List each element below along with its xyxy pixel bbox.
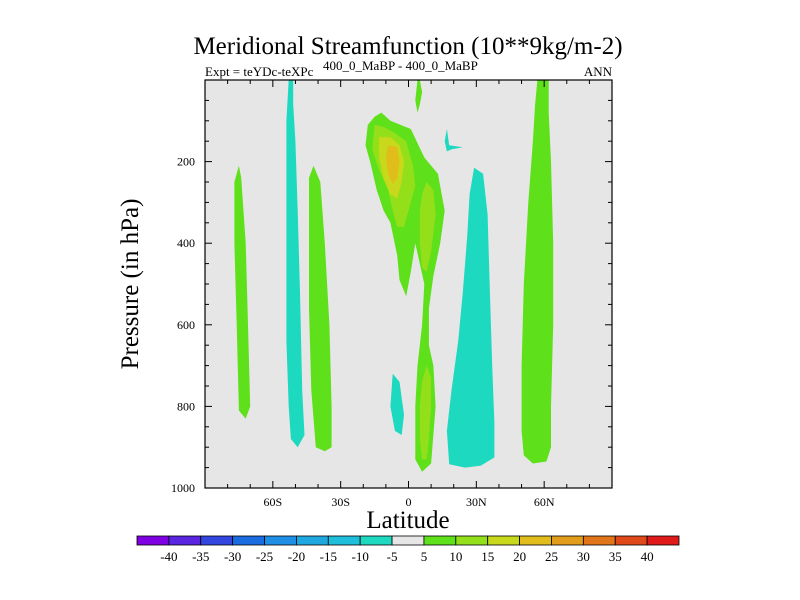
- contour-region-level-20: [385, 145, 400, 184]
- colorbar-label: -15: [320, 549, 337, 564]
- colorbar-label: 15: [481, 549, 494, 564]
- y-tick-label: 400: [177, 236, 195, 250]
- colorbar-swatch: [296, 535, 329, 546]
- contour-region-level--5: [286, 80, 305, 448]
- colorbar-label: 5: [421, 549, 428, 564]
- colorbar-label: 25: [545, 549, 558, 564]
- x-axis-label: Latitude: [366, 507, 449, 534]
- colorbar-swatch: [614, 535, 648, 546]
- colorbar-swatch: [455, 535, 489, 546]
- contour-region-level-5: [521, 80, 554, 464]
- colorbar-swatch: [423, 535, 457, 546]
- colorbar-swatch: [646, 535, 680, 546]
- contour-region-level-5: [309, 165, 332, 452]
- x-tick-label: 30S: [331, 495, 350, 509]
- y-tick-label: 1000: [171, 481, 195, 495]
- colorbar-swatch: [519, 535, 552, 546]
- colorbar-swatch: [551, 535, 584, 546]
- x-tick-label: 60N: [534, 495, 555, 509]
- contour-region-level--5: [444, 129, 463, 152]
- plot-area: 60S 30S 0 30N 60N 200 400 600 800 1000: [171, 79, 613, 509]
- x-tick-label: 0: [406, 495, 412, 509]
- contour-region-level-5: [234, 165, 251, 419]
- colorbar-label: -20: [288, 549, 305, 564]
- contour-region-level--5: [446, 167, 495, 468]
- chart-title: Meridional Streamfunction (10**9kg/m-2): [193, 33, 622, 60]
- chart-subtitle-left: Expt = teYDc-teXPc: [205, 64, 314, 79]
- colorbar-label: -35: [192, 549, 209, 564]
- colorbar-label: -10: [352, 549, 369, 564]
- colorbar-label: 20: [513, 549, 526, 564]
- colorbar-swatch: [327, 535, 361, 546]
- colorbar-swatch: [168, 535, 202, 546]
- colorbar-swatch: [200, 535, 234, 546]
- colorbar-swatch: [359, 535, 393, 546]
- colorbar-swatch: [232, 535, 265, 546]
- colorbar-label: -30: [224, 549, 241, 564]
- colorbar-label: -25: [256, 549, 273, 564]
- contour-region-level--5: [390, 373, 404, 435]
- chart-subtitle-right: ANN: [584, 64, 613, 79]
- colorbar-label: 10: [449, 549, 462, 564]
- colorbar-label: 40: [641, 549, 654, 564]
- y-tick-label: 200: [177, 155, 195, 169]
- contour-region-level-5: [415, 80, 423, 113]
- contour-region-level-10: [419, 365, 432, 460]
- colorbar-label: 35: [609, 549, 622, 564]
- chart-subtitle-super: 400_0_MaBP - 400_0_MaBP: [323, 58, 478, 73]
- y-axis-label: Pressure (in hPa): [117, 199, 144, 370]
- colorbar-swatch: [487, 535, 520, 546]
- colorbar-label: -5: [387, 549, 398, 564]
- colorbar-swatch: [391, 535, 425, 546]
- colorbar-label: 30: [577, 549, 590, 564]
- colorbar-swatch: [582, 535, 616, 546]
- colorbar: -40 -35 -30 -25 -20 -15 -10 -5 5 10 15 20 25 30 35 40: [136, 535, 680, 564]
- colorbar-label: -40: [160, 549, 177, 564]
- contour-region-level-10: [419, 182, 436, 272]
- x-tick-label: 60S: [263, 495, 282, 509]
- colorbar-swatch: [264, 535, 297, 546]
- colorbar-swatch: [136, 535, 170, 546]
- x-tick-label: 30N: [466, 495, 487, 509]
- y-tick-label: 800: [177, 399, 195, 413]
- y-tick-label: 600: [177, 318, 195, 332]
